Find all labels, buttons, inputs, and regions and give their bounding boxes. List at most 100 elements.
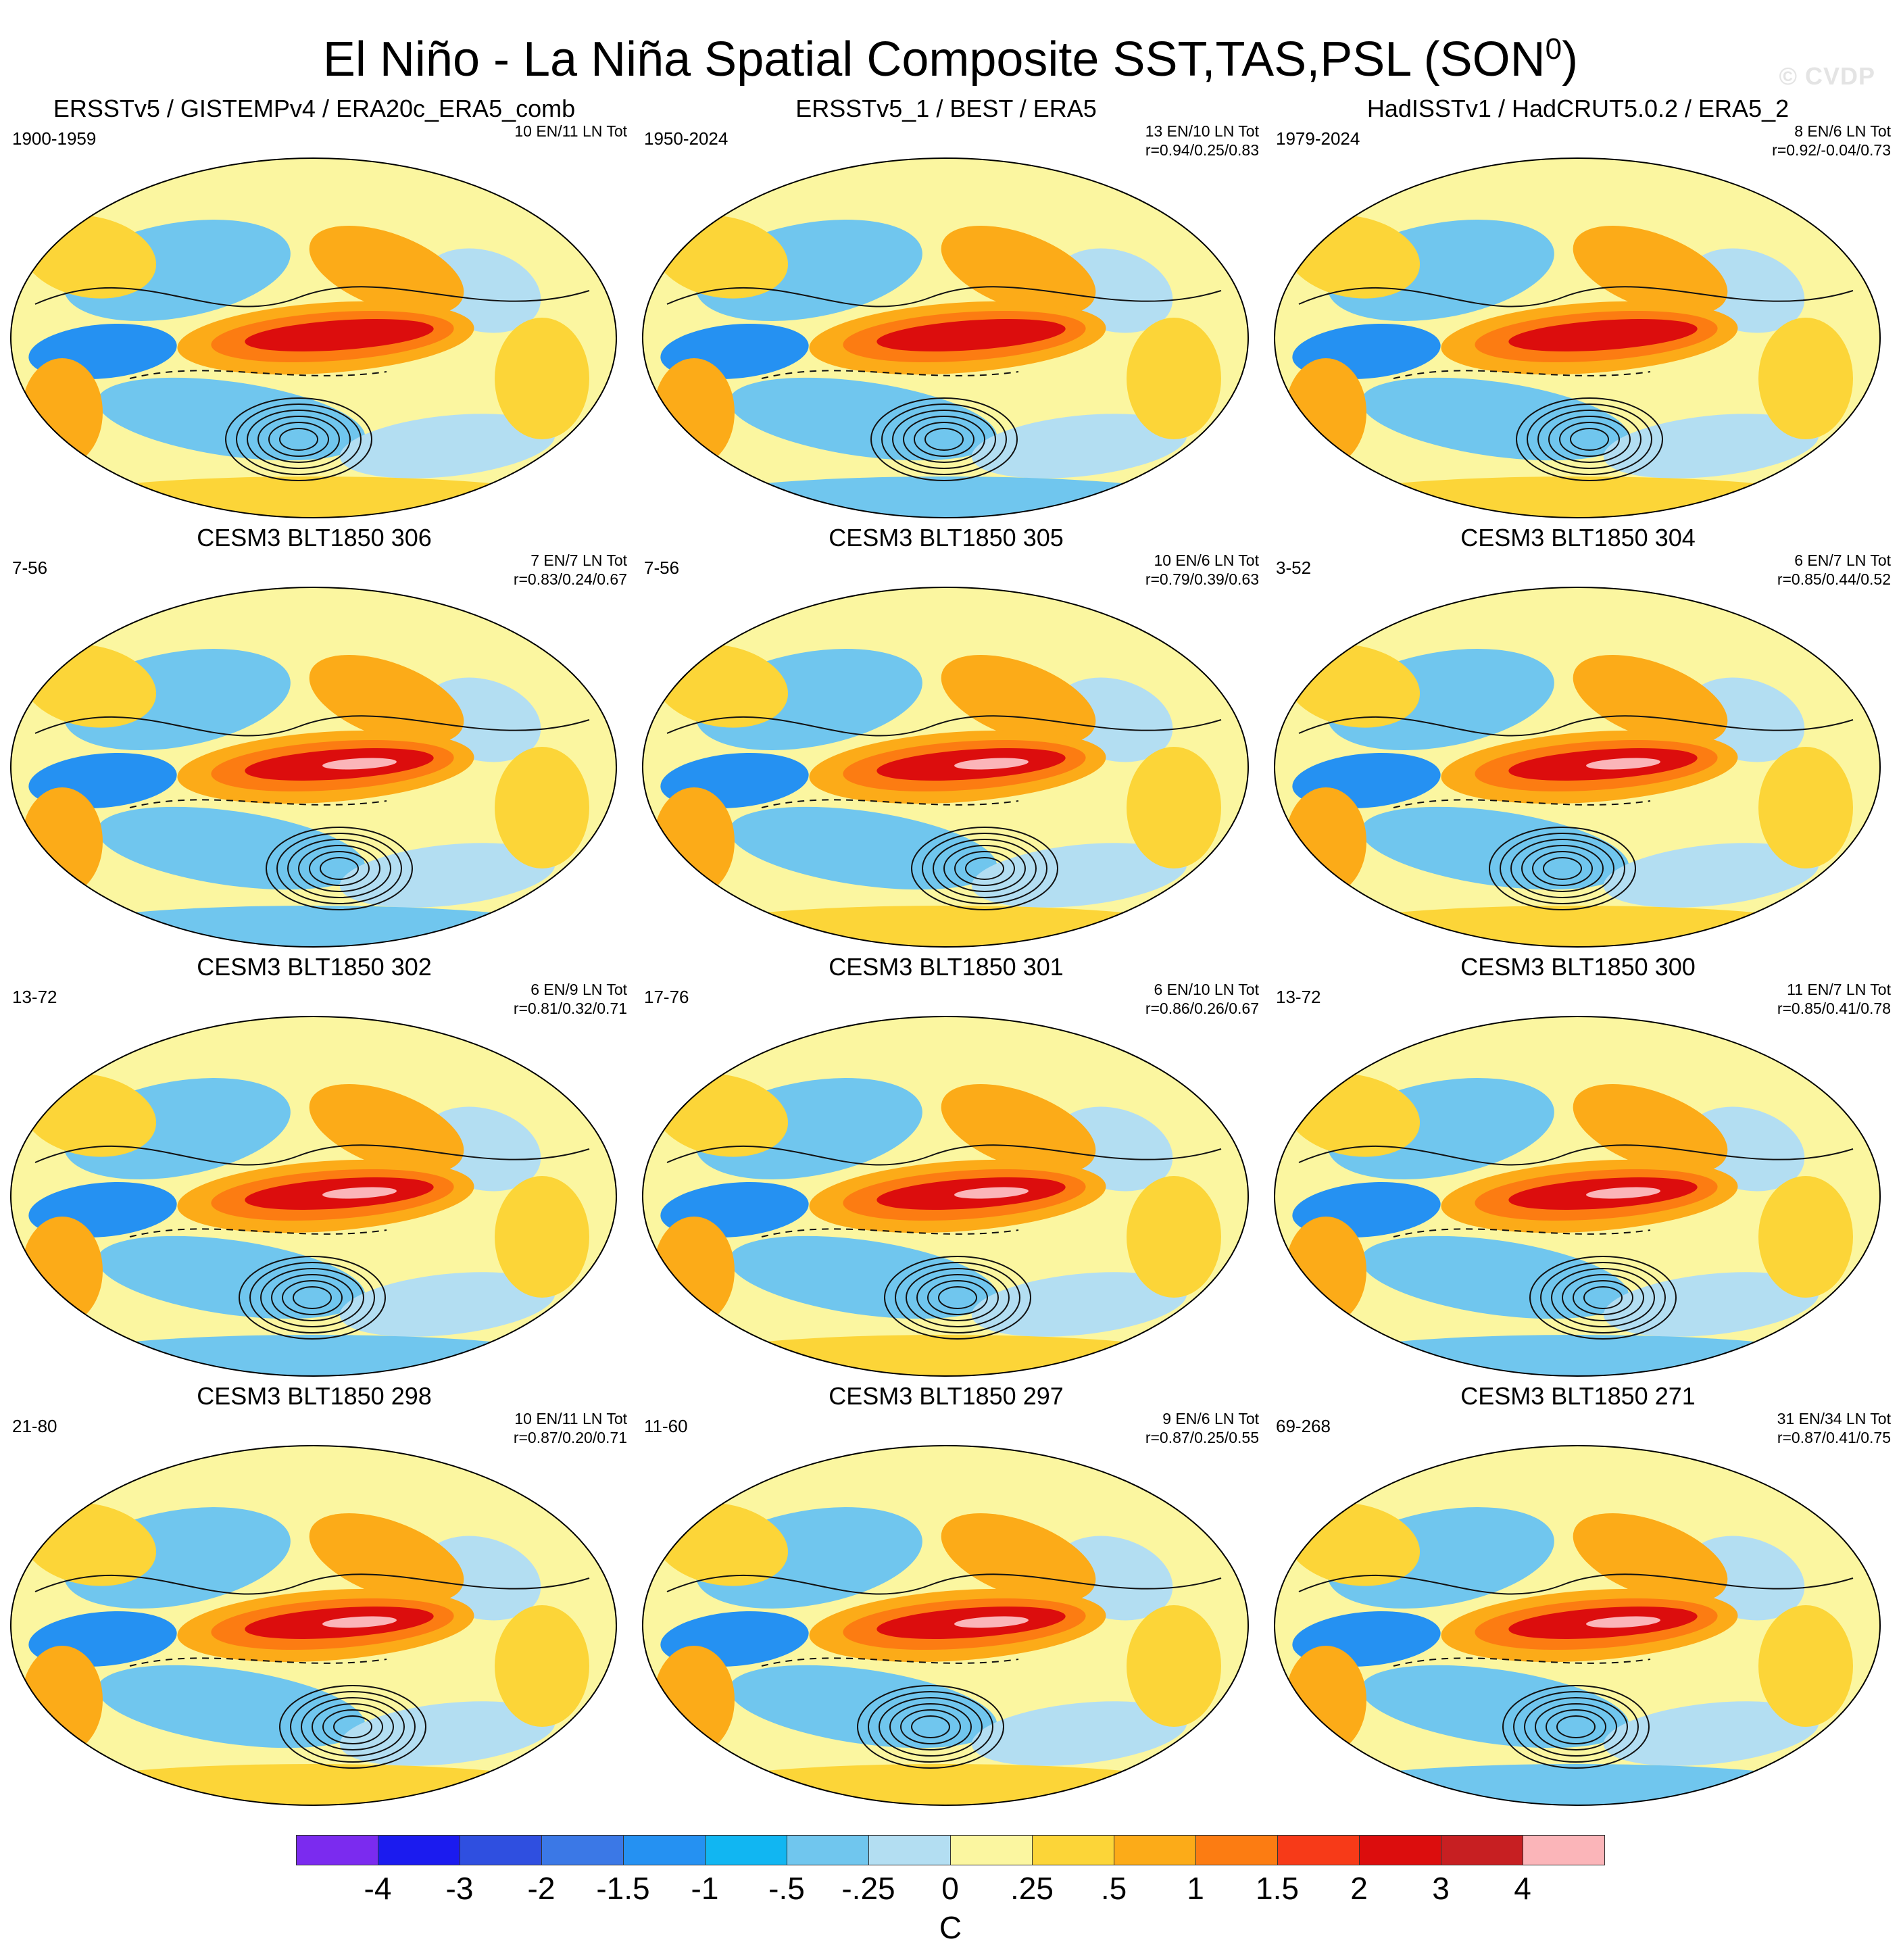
robinson-map xyxy=(8,1014,619,1379)
colorbar-tick-label: -.5 xyxy=(768,1871,805,1906)
map-svg xyxy=(1274,1016,1881,1377)
colorbar-tick-label: -4 xyxy=(364,1871,392,1906)
map-boundary xyxy=(10,1016,617,1377)
enso-peak xyxy=(954,1616,1029,1628)
robinson-map xyxy=(1272,585,1883,950)
map-svg xyxy=(10,157,617,518)
psl-contour-ring xyxy=(1551,1268,1655,1327)
psl-contour-ring xyxy=(322,1709,383,1744)
map-field xyxy=(643,1446,1248,1805)
psl-contour-ring xyxy=(1535,1703,1617,1750)
psl-negative-contour xyxy=(761,1657,1019,1667)
panel-title: HadISSTv1 / HadCRUT5.0.2 / ERA5_2 xyxy=(1366,95,1789,122)
colorbar-tick-label: 2 xyxy=(1350,1871,1368,1906)
southern-cool xyxy=(339,414,556,479)
eurasia-warm xyxy=(22,358,103,466)
enso-core xyxy=(1508,318,1698,352)
map-svg xyxy=(642,1445,1249,1806)
eurasia-warm xyxy=(1285,1646,1366,1754)
panel-years: 13-72 xyxy=(1276,987,1321,1007)
psl-contour-ring xyxy=(868,1691,993,1763)
psl-contour-ring xyxy=(320,857,359,880)
map-boundary xyxy=(1274,157,1881,518)
panel-title: ERSSTv5_1 / BEST / ERA5 xyxy=(795,95,1097,122)
panel-years: 7-56 xyxy=(12,558,48,578)
south-atlantic-warm xyxy=(1758,318,1853,439)
psl-contour-ring xyxy=(312,1703,394,1750)
antarctic-band xyxy=(1306,476,1846,518)
map-boundary xyxy=(642,1016,1249,1377)
psl-contour-ring xyxy=(1548,416,1631,463)
psl-contour-ring xyxy=(239,1256,386,1340)
panel-years: 3-52 xyxy=(1276,558,1312,578)
map-field xyxy=(11,158,616,518)
colorbar-box xyxy=(868,1835,951,1865)
psl-negative-contour xyxy=(1393,799,1651,808)
psl-negative-contour xyxy=(129,1228,387,1238)
psl-contour-ring xyxy=(892,410,996,469)
psl-positive-contour xyxy=(34,715,590,737)
south-atlantic-warm xyxy=(1758,1176,1853,1298)
map-boundary xyxy=(10,1445,617,1806)
colorbar-box xyxy=(705,1835,787,1865)
south-pacific-cool xyxy=(729,806,997,890)
colorbar-tick-label: -1 xyxy=(691,1871,719,1906)
figure-title: El Niño - La Niña Spatial Composite SST,… xyxy=(322,32,1579,87)
map-panel: CESM3 BLT1850 298 21-80 10 EN/11 LN Tot r=… xyxy=(0,1382,628,1808)
psl-contour-ring xyxy=(1527,403,1652,475)
map-boundary xyxy=(1274,1016,1881,1377)
psl-negative-contour xyxy=(129,1657,387,1667)
psl-contour-ring xyxy=(293,1286,332,1309)
robinson-map xyxy=(1272,1443,1883,1808)
antarctic-band xyxy=(42,476,583,518)
map-svg xyxy=(642,587,1249,948)
map-field xyxy=(11,1016,616,1376)
panel-stats: 10 EN/11 LN Tot r=0.87/0.20/0.71 xyxy=(513,1410,627,1446)
colorbar xyxy=(296,1835,1605,1865)
colorbar-box xyxy=(460,1835,542,1865)
panel-title: CESM3 BLT1850 305 xyxy=(829,524,1064,552)
south-pacific-cool xyxy=(1360,377,1629,461)
map-panel: CESM3 BLT1850 304 3-52 6 EN/7 LN Tot r=0.8… xyxy=(1264,524,1892,950)
enso-peak xyxy=(1586,1616,1660,1628)
colorbar-box xyxy=(1441,1835,1523,1865)
robinson-map xyxy=(8,585,619,950)
psl-contour-ring xyxy=(965,857,1004,880)
colorbar-tick-label: .5 xyxy=(1100,1871,1127,1906)
robinson-map xyxy=(640,585,1251,950)
colorbar-tick-label: -.25 xyxy=(841,1871,895,1906)
panel-stats: 13 EN/10 LN Tot r=0.94/0.25/0.83 xyxy=(1145,122,1259,159)
psl-negative-contour xyxy=(761,799,1019,808)
psl-contour-ring xyxy=(870,397,1018,481)
psl-contour-ring xyxy=(1546,1709,1606,1744)
south-atlantic-warm xyxy=(495,747,589,868)
psl-contour-ring xyxy=(247,410,351,469)
psl-contours xyxy=(1298,1144,1854,1340)
psl-contour-ring xyxy=(1489,827,1636,910)
psl-contour-ring xyxy=(279,428,318,451)
eurasia-warm xyxy=(653,1646,735,1754)
panel-years: 11-60 xyxy=(644,1416,688,1436)
enso-peak xyxy=(322,758,397,770)
map-boundary xyxy=(10,587,617,948)
psl-negative-contour xyxy=(129,370,387,379)
psl-contour-ring xyxy=(1516,397,1663,481)
psl-contour-ring xyxy=(287,839,391,898)
colorbar-tick-label: 1.5 xyxy=(1256,1871,1299,1906)
panel-years: 69-268 xyxy=(1276,1416,1331,1436)
colorbar-box xyxy=(296,1835,378,1865)
psl-negative-contour xyxy=(761,370,1019,379)
panel-stats: 11 EN/7 LN Tot r=0.85/0.41/0.78 xyxy=(1777,981,1891,1017)
map-svg xyxy=(10,587,617,948)
psl-contour-ring xyxy=(916,1274,999,1321)
map-svg xyxy=(642,1016,1249,1377)
panel-stats: 7 EN/7 LN Tot r=0.83/0.24/0.67 xyxy=(513,552,627,588)
colorbar-unit: C xyxy=(939,1910,962,1945)
psl-contour-ring xyxy=(933,839,1037,898)
southern-cool xyxy=(1603,1272,1819,1337)
map-panel: CESM3 BLT1850 297 11-60 9 EN/6 LN Tot r=0.… xyxy=(632,1382,1260,1808)
psl-contours xyxy=(666,286,1222,481)
robinson-map xyxy=(640,1014,1251,1379)
enso-peak xyxy=(322,1187,397,1199)
psl-contour-ring xyxy=(922,833,1047,904)
